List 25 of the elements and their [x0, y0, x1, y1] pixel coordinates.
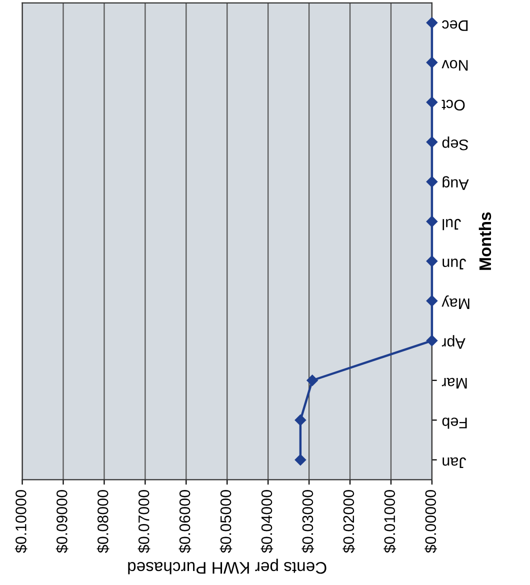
x-tick-label: $0.06000 [178, 490, 192, 553]
y-tick-label: Sep [442, 136, 468, 150]
y-tick-label: May [442, 295, 470, 310]
x-tick-label: $0.08000 [96, 490, 110, 553]
y-tick-label: Jul [442, 218, 461, 230]
y-axis-title: Months [478, 212, 492, 270]
x-tick-label: $0.05000 [220, 490, 232, 553]
y-tick-label: Feb [442, 418, 467, 429]
x-tick-label: $0.07000 [138, 490, 150, 553]
y-tick-label: Mar [442, 378, 467, 389]
x-tick-label: $0.10000 [14, 490, 28, 553]
y-tick-label: Apr [442, 335, 466, 349]
x-tick-label: $0.00000 [424, 490, 437, 553]
x-tick-label: $0.01000 [384, 490, 396, 553]
y-tick-label: Oct [442, 100, 465, 111]
x-tick-label: $0.03000 [302, 490, 314, 553]
x-tick-label: $0.04000 [260, 490, 274, 553]
y-tick-label: Aug [442, 176, 469, 190]
x-tick-label: $0.09000 [56, 490, 68, 553]
y-tick-label: Dec [442, 20, 468, 31]
y-tick-label: Nov [442, 60, 468, 71]
x-tick-label: $0.02000 [342, 490, 356, 553]
x-axis-title: Cents per KWH Purchased [128, 558, 326, 574]
y-tick-label: Jan [442, 457, 466, 468]
y-tick-label: Jun [442, 258, 466, 270]
